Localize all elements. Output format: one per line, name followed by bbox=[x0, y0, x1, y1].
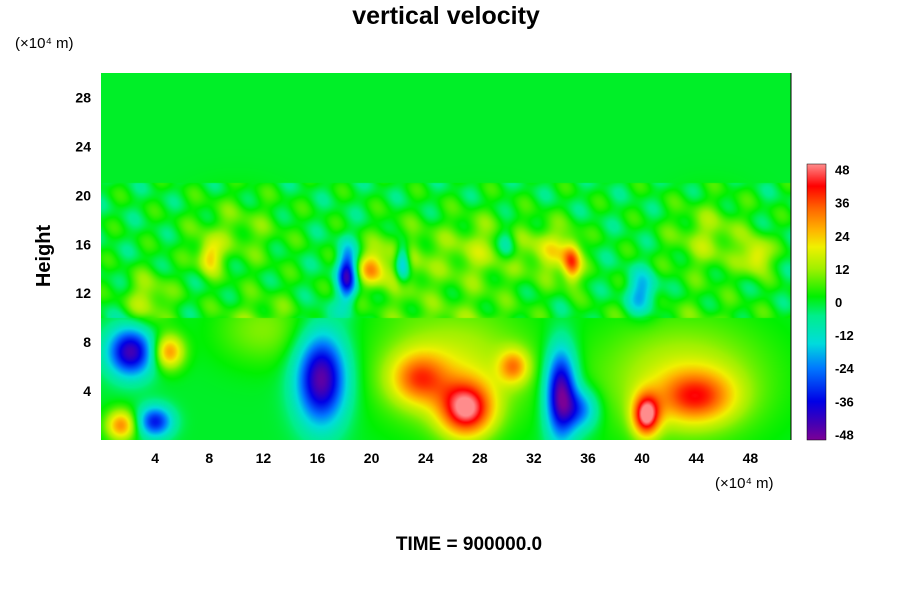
y-tick-label: 28 bbox=[75, 89, 91, 105]
y-tick-label: 12 bbox=[75, 285, 91, 301]
colorbar-tick-label: 36 bbox=[835, 196, 849, 211]
colorbar-tick-label: -24 bbox=[835, 361, 855, 376]
x-tick-label: 8 bbox=[205, 450, 213, 466]
y-tick-label: 8 bbox=[83, 334, 91, 350]
x-tick-labels: 4 8 12 16 20 24 28 32 36 40 44 48 bbox=[151, 450, 758, 466]
x-tick-label: 20 bbox=[364, 450, 380, 466]
colorbar-tick-label: -12 bbox=[835, 328, 854, 343]
y-axis-label: Height bbox=[33, 225, 55, 288]
x-tick-label: 44 bbox=[689, 450, 705, 466]
y-tick-label: 4 bbox=[83, 383, 91, 399]
colorbar-tick-label: 24 bbox=[835, 229, 850, 244]
x-tick-label: 28 bbox=[472, 450, 488, 466]
x-tick-label: 32 bbox=[526, 450, 542, 466]
colorbar-gradient bbox=[806, 163, 827, 441]
heatmap-field bbox=[101, 73, 791, 440]
colorbar-tick-label: 0 bbox=[835, 295, 842, 310]
time-label: TIME = 900000.0 bbox=[396, 534, 542, 555]
colorbar-tick-label: 48 bbox=[835, 163, 849, 178]
y-unit-label: (×10⁴ m) bbox=[15, 35, 74, 52]
colorbar-tick-label: -36 bbox=[835, 394, 854, 409]
y-tick-labels: 4 8 12 16 20 24 28 bbox=[75, 89, 91, 399]
colorbar: 48 36 24 12 0 -12 -24 -36 -48 bbox=[806, 163, 855, 443]
x-tick-label: 16 bbox=[310, 450, 326, 466]
colorbar-tick-labels: 48 36 24 12 0 -12 -24 -36 -48 bbox=[835, 163, 855, 443]
chart-title: vertical velocity bbox=[352, 2, 540, 30]
y-tick-label: 16 bbox=[75, 236, 91, 252]
colorbar-tick-label: -48 bbox=[835, 427, 854, 442]
y-tick-label: 24 bbox=[75, 138, 91, 154]
plot-area bbox=[101, 73, 792, 440]
x-tick-label: 24 bbox=[418, 450, 434, 466]
x-tick-label: 4 bbox=[151, 450, 159, 466]
x-tick-label: 48 bbox=[743, 450, 759, 466]
x-unit-label: (×10⁴ m) bbox=[715, 475, 774, 492]
x-tick-label: 40 bbox=[634, 450, 650, 466]
x-tick-label: 12 bbox=[256, 450, 272, 466]
x-tick-label: 36 bbox=[580, 450, 596, 466]
y-tick-label: 20 bbox=[75, 187, 91, 203]
colorbar-tick-label: 12 bbox=[835, 262, 849, 277]
